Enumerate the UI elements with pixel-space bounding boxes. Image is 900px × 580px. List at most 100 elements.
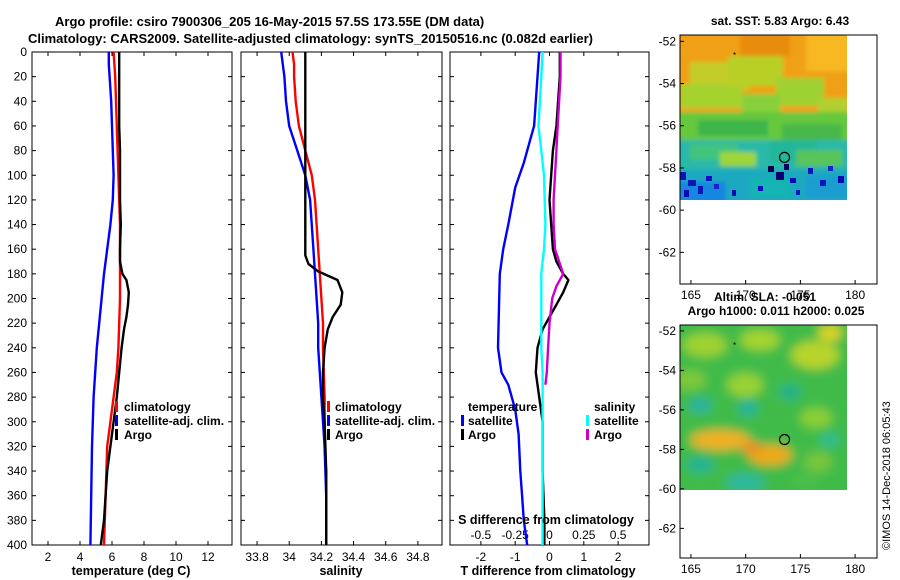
depth-tick-label: 240 (7, 341, 27, 355)
depth-tick-label: 260 (7, 365, 27, 379)
x-tick-label: 2 (615, 550, 622, 564)
map-y-tick-label: -62 (659, 521, 677, 535)
x-tick-label: 34.8 (406, 550, 430, 564)
map-y-tick-label: -56 (659, 119, 677, 133)
sst-map-title: sat. SST: 5.83 Argo: 6.43 (711, 14, 850, 28)
sst-map-frame (679, 34, 878, 285)
depth-tick-label: 40 (14, 94, 28, 108)
sla-argo-position-marker (778, 433, 791, 446)
map-x-tick-label: 165 (681, 288, 701, 302)
salinity-diff-tick-label: -0.5 (471, 528, 492, 542)
map-y-tick-label: -60 (659, 203, 677, 217)
legend-temperature-title: temperature (468, 400, 538, 414)
legend-temp-satellite-swatch (461, 415, 464, 426)
temperature-xlabel: temperature (deg C) (72, 564, 191, 578)
map-y-tick-label: -52 (659, 324, 677, 338)
sst-argo-position-marker (778, 151, 791, 163)
temperature-tick-marks: 2 4 6 8 10 12 (32, 51, 232, 564)
title-line-1: Argo profile: csiro 7900306_205 16-May-2… (55, 14, 484, 29)
x-tick-label: 2 (45, 550, 52, 564)
salinity-diff-tick-label: -0.25 (502, 528, 530, 542)
x-tick-label: 10 (169, 550, 183, 564)
x-tick-label: 34.4 (342, 550, 366, 564)
legend-sal-satellite-label: satellite (594, 414, 639, 428)
map-y-tick-label: -58 (659, 442, 677, 456)
map-x-tick-label: 180 (845, 562, 865, 576)
depth-tick-label: 220 (7, 316, 27, 330)
map-y-tick-label: -60 (659, 482, 677, 496)
depth-tick-label: 20 (14, 70, 28, 84)
depth-tick-label: 300 (7, 415, 27, 429)
depth-tick-label: 200 (7, 292, 27, 306)
watermark: ©IMOS 14-Dec-2018 06:05:43 (881, 401, 893, 550)
depth-tick-label: 120 (7, 193, 27, 207)
title-line-2: Climatology: CARS2009. Satellite-adjuste… (28, 31, 593, 46)
salinity-diff-tick-label: 0.5 (610, 528, 627, 542)
depth-tick-label: 380 (7, 513, 27, 527)
series-line-temperature-argo (534, 52, 570, 545)
depth-tick-label: 80 (14, 144, 28, 158)
legend-sal-argo-label: Argo (594, 428, 622, 442)
series-line-satellite-adj-clim- (89, 52, 115, 546)
depth-tick-label: 180 (7, 267, 27, 281)
depth-tick-label: 100 (7, 168, 27, 182)
sla-map-title-line-1: Altim. SLA: -0.051 (714, 290, 816, 304)
map-y-tick-label: -58 (659, 161, 677, 175)
map-x-tick-label: 170 (736, 562, 756, 576)
temperature-lines (89, 51, 131, 546)
legend-climatology-swatch (327, 401, 330, 412)
legend-argo-swatch (115, 429, 118, 440)
legend-satellite-label: satellite-adj. clim. (335, 414, 435, 428)
difference-xlabel: T difference from climatology (460, 564, 635, 578)
difference-tick-marks: -2 -1 0 1 2 -0.5 -0.25 0 0.25 0.5 (450, 51, 649, 564)
temperature-legend: climatology satellite-adj. clim. Argo (115, 400, 224, 442)
legend-climatology-swatch (115, 401, 118, 412)
x-tick-label: 33.8 (245, 550, 269, 564)
depth-tick-label: 60 (14, 119, 28, 133)
difference-legend: temperature satellite Argo salinity sate… (461, 400, 639, 442)
x-tick-label: 34.6 (374, 550, 398, 564)
depth-tick-label: 400 (7, 538, 27, 552)
depth-tick-labels: 0 20 40 60 80 100 120 140 160 180 200 220 240 260 280 3… (7, 45, 27, 552)
series-line-temperature-satellite (496, 51, 541, 546)
map-x-tick-label: 165 (681, 562, 701, 576)
legend-argo-swatch (327, 429, 330, 440)
sst-map-image (680, 35, 847, 200)
difference-lines (496, 51, 570, 546)
temperature-axes (31, 51, 233, 546)
series-line-climatology (291, 51, 328, 545)
map-x-tick-label: 170 (736, 288, 756, 302)
legend-temp-argo-swatch (461, 429, 464, 440)
x-tick-label: 34.2 (310, 550, 334, 564)
legend-climatology-label: climatology (335, 400, 402, 414)
x-tick-label: 8 (141, 550, 148, 564)
legend-sal-satellite-swatch (586, 415, 589, 426)
series-line-salinity-satellite (537, 51, 547, 545)
series-line-satellite-adj-clim- (280, 51, 328, 545)
legend-temp-argo-label: Argo (468, 428, 496, 442)
salinity-diff-tick-label: 0.25 (572, 528, 596, 542)
depth-tick-label: 280 (7, 390, 27, 404)
map-x-tick-label: 175 (790, 562, 810, 576)
sla-map-frame (679, 324, 878, 559)
map-y-tick-label: -52 (659, 34, 677, 48)
legend-salinity-title: salinity (594, 400, 636, 414)
map-y-tick-label: -54 (659, 77, 677, 91)
depth-tick-label: 340 (7, 464, 27, 478)
salinity-lines (280, 51, 344, 545)
sst-map-ticks: 165 170 175 180 -52 -54 -56 -58 -60 -62 (659, 34, 866, 302)
difference-axes (449, 51, 650, 546)
series-line-argo (99, 52, 131, 546)
salinity-diff-tick-label: 0 (546, 528, 553, 542)
legend-temp-satellite-label: satellite (468, 414, 513, 428)
map-x-tick-label: 175 (790, 288, 810, 302)
legend-satellite-swatch (327, 415, 330, 426)
x-tick-label: 34 (283, 550, 297, 564)
x-tick-label: 12 (201, 550, 215, 564)
sst-map-star: * (733, 51, 736, 60)
x-tick-label: 6 (109, 550, 116, 564)
legend-satellite-swatch (115, 415, 118, 426)
legend-sal-argo-swatch (586, 429, 589, 440)
sla-map-ticks: 165 170 175 180 -52 -54 -56 -58 -60 -62 (659, 324, 866, 576)
